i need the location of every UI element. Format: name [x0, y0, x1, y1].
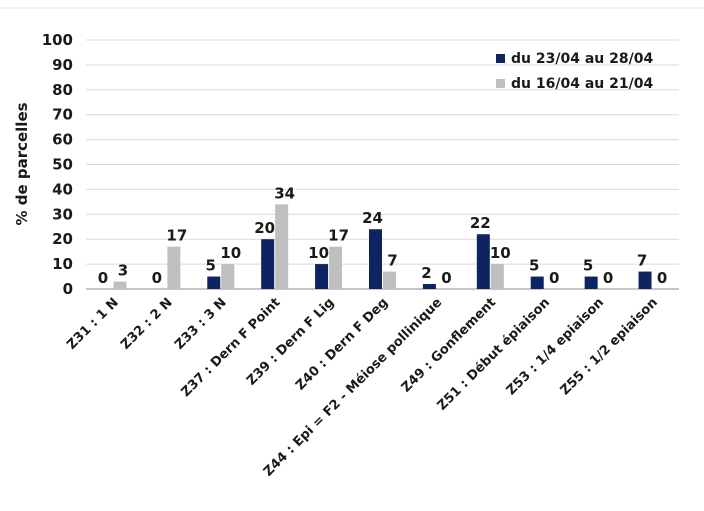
- category-label: Z32 : 2 N: [118, 295, 175, 352]
- bar-series-2: [221, 264, 235, 289]
- y-axis-ticks: 0 10 20 30 40 50 60 70 80 90 100: [42, 31, 73, 298]
- data-label-series-2: 0: [441, 269, 451, 287]
- bar-series-1: [261, 239, 275, 289]
- legend: du 23/04 au 28/04 du 16/04 au 21/04: [496, 51, 653, 92]
- data-label-series-1: 22: [470, 214, 491, 232]
- y-tick-label: 10: [52, 255, 73, 273]
- data-label-series-2: 7: [387, 252, 397, 270]
- data-label-series-1: 24: [362, 209, 383, 227]
- bar-series-1: [422, 284, 436, 289]
- y-tick-label: 70: [52, 106, 73, 124]
- data-label-series-1: 5: [206, 257, 216, 275]
- data-label-series-2: 0: [603, 269, 613, 287]
- data-label-series-1: 5: [529, 257, 539, 275]
- data-label-series-1: 0: [152, 269, 162, 287]
- category-label: Z49 : Gonflement: [399, 295, 499, 395]
- bars: [113, 204, 652, 289]
- bar-series-2: [383, 271, 396, 289]
- data-label-series-1: 0: [98, 269, 108, 287]
- legend-swatch-series-1: [496, 54, 505, 63]
- legend-label-series-1: du 23/04 au 28/04: [511, 51, 653, 67]
- data-label-series-1: 10: [308, 244, 329, 262]
- legend-label-series-2: du 16/04 au 21/04: [511, 76, 653, 92]
- data-label-series-2: 0: [549, 269, 559, 287]
- y-tick-label: 50: [52, 156, 73, 174]
- gridlines: [86, 39, 679, 290]
- bar-series-2: [329, 246, 343, 289]
- bar-series-1: [638, 271, 652, 289]
- category-label: Z51 : Début épiaison: [435, 295, 553, 413]
- category-label: Z31 : 1 N: [64, 295, 121, 352]
- category-label: Z37 : Dern F Point: [179, 295, 284, 400]
- y-axis-label: % de parcelles: [13, 102, 31, 225]
- bar-series-1: [530, 276, 544, 289]
- bar-series-2: [113, 281, 127, 289]
- data-label-series-2: 3: [118, 262, 128, 280]
- y-tick-label: 0: [63, 280, 73, 298]
- category-label: Z40 : Dern F Deg: [293, 295, 391, 393]
- data-label-series-1: 7: [637, 252, 647, 270]
- bar-series-2: [490, 264, 504, 289]
- data-label-series-2: 0: [657, 269, 667, 287]
- bar-series-1: [369, 229, 382, 289]
- bar-series-1: [476, 234, 490, 289]
- category-label: Z53 : 1/4 epiaison: [504, 295, 607, 398]
- y-tick-label: 80: [52, 81, 73, 99]
- data-label-series-1: 2: [421, 264, 431, 282]
- data-label-series-1: 20: [254, 219, 275, 237]
- bar-series-1: [315, 264, 329, 289]
- bar-series-1: [584, 276, 598, 289]
- y-tick-label: 40: [52, 180, 73, 198]
- data-label-series-2: 34: [274, 184, 295, 202]
- data-label-series-2: 10: [490, 244, 511, 262]
- y-tick-label: 90: [52, 56, 73, 74]
- bar-series-2: [275, 204, 289, 289]
- category-label: Z33 : 3 N: [172, 295, 229, 352]
- category-label: Z55 : 1/2 epiaison: [558, 295, 661, 398]
- y-tick-label: 100: [42, 31, 73, 49]
- data-label-series-2: 17: [166, 227, 187, 245]
- data-label-series-2: 17: [328, 227, 349, 245]
- bar-series-2: [167, 246, 181, 289]
- y-tick-label: 30: [52, 205, 73, 223]
- legend-swatch-series-2: [496, 79, 505, 88]
- data-label-series-2: 10: [220, 244, 241, 262]
- bar-series-1: [207, 276, 221, 289]
- y-tick-label: 60: [52, 131, 73, 149]
- y-tick-label: 20: [52, 230, 73, 248]
- data-label-series-1: 5: [583, 257, 593, 275]
